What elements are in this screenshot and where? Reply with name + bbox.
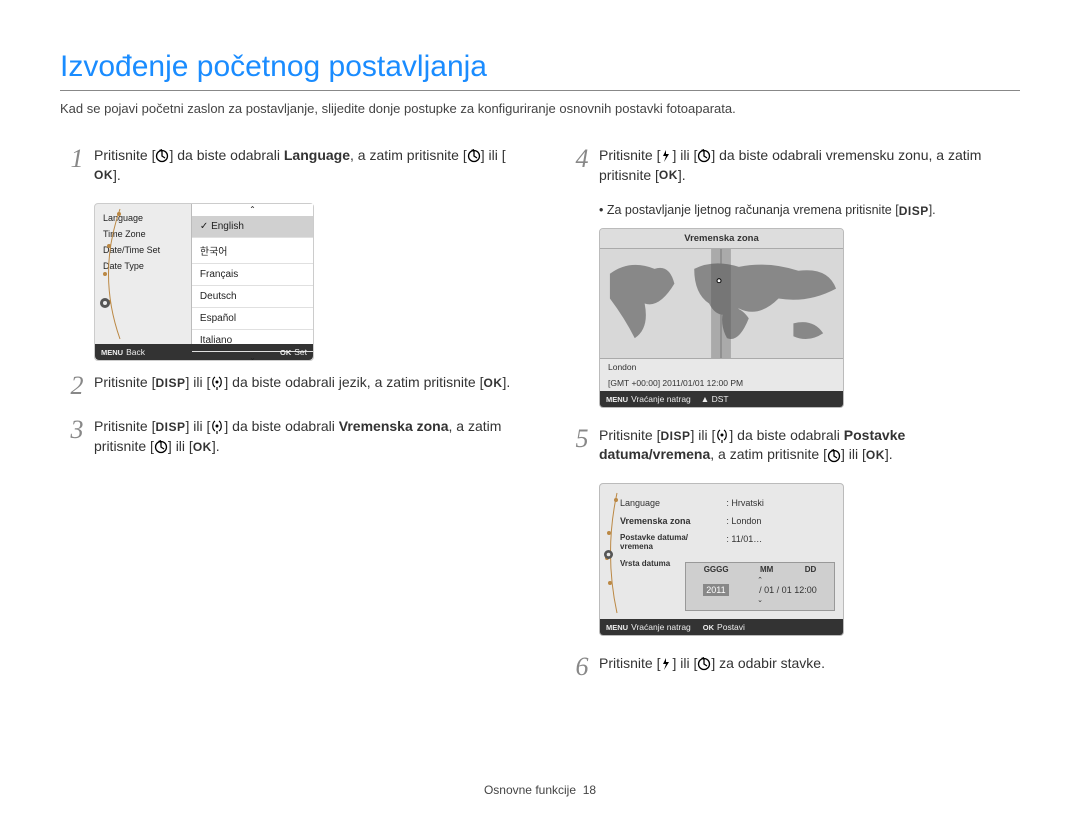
date-popup: GGGG MM DD ⌃ 2011 / 01 / 01 12:00 ⌄ [685, 562, 835, 611]
tz-title: Vremenska zona [600, 229, 843, 249]
step-number-1: 1 [60, 146, 94, 172]
lang-espanol: Español [192, 308, 313, 330]
step-4-sub: Za postavljanje ljetnog računanja vremen… [599, 203, 1020, 218]
step-number-5: 5 [565, 426, 599, 452]
step-2-text: Pritisnite [DISP] ili [] da biste odabra… [94, 373, 515, 393]
page-footer: Osnovne funkcije 18 [0, 783, 1080, 797]
lang-francais: Français [192, 264, 313, 286]
val-vremenska: : London [726, 512, 835, 530]
lang-deutsch: Deutsch [192, 286, 313, 308]
sidebar-datetime: Date/Time Set [103, 242, 187, 258]
tz-gmt: [GMT +00:00] 2011/01/01 12:00 PM [600, 375, 843, 391]
step-4-text: Pritisnite [] ili [] da biste odabrali v… [599, 146, 1020, 185]
tz-city: London [600, 359, 843, 375]
step-3-text: Pritisnite [DISP] ili [] da biste odabra… [94, 417, 515, 456]
val-postavke: : 11/01… [726, 530, 835, 548]
timezone-screen: Vremenska zona London [GMT +00:00] 2011/… [599, 228, 844, 408]
sidebar-timezone: Time Zone [103, 226, 187, 242]
intro-text: Kad se pojavi početni zaslon za postavlj… [60, 101, 1020, 116]
step-number-3: 3 [60, 417, 94, 443]
step-1-text: Pritisnite [] da biste odabrali Language… [94, 146, 515, 185]
scroll-up-icon: ⌃ [192, 204, 313, 216]
val-language: : Hrvatski [726, 494, 835, 512]
lang-korean: 한국어 [192, 238, 313, 264]
row-language: Language [620, 494, 722, 512]
row-vremenska: Vremenska zona [620, 512, 722, 530]
language-screen: Language Time Zone Date/Time Set Date Ty… [94, 203, 314, 361]
sidebar-language: Language [103, 210, 187, 226]
right-column: 4 Pritisnite [] ili [] da biste odabrali… [565, 146, 1020, 698]
step-number-6: 6 [565, 654, 599, 680]
lang-english: ✓ English [192, 216, 313, 238]
step-6-text: Pritisnite [] ili [] za odabir stavke. [599, 654, 1020, 674]
datetime-screen: Language Vremenska zona Postavke datuma/… [599, 483, 844, 636]
row-postavke: Postavke datuma/vremena [620, 530, 722, 556]
step-number-2: 2 [60, 373, 94, 399]
step-number-4: 4 [565, 146, 599, 172]
step-5-text: Pritisnite [DISP] ili [] da biste odabra… [599, 426, 1020, 465]
gear-icon [99, 297, 111, 309]
page-title: Izvođenje početnog postavljanja [60, 50, 1020, 91]
left-column: 1 Pritisnite [] da biste odabrali Langua… [60, 146, 515, 698]
sidebar-datetype: Date Type [103, 258, 187, 274]
